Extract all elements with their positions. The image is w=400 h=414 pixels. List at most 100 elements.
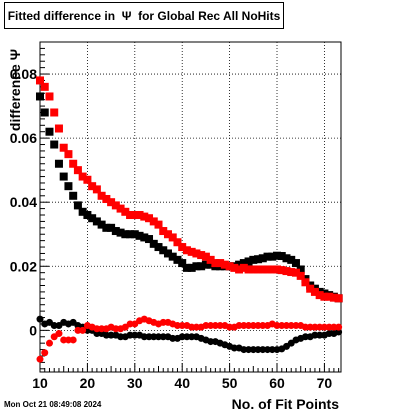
data-point-red-square bbox=[126, 211, 135, 220]
data-point-red-square bbox=[216, 259, 225, 268]
data-point-black-square bbox=[83, 211, 92, 220]
data-point-red-square bbox=[159, 227, 168, 236]
data-point-red-square bbox=[130, 211, 139, 220]
data-point-red-square bbox=[192, 249, 201, 258]
x-axis-label: No. of Fit Points bbox=[231, 396, 339, 412]
data-point-black-square bbox=[50, 140, 59, 149]
data-point-black-square bbox=[273, 251, 282, 260]
data-point-black-square bbox=[291, 259, 300, 268]
data-point-red-square bbox=[301, 278, 310, 287]
data-point-black-square bbox=[102, 223, 111, 232]
data-point-red-square bbox=[154, 220, 163, 229]
data-point-black-square bbox=[121, 230, 130, 239]
data-point-black-square bbox=[40, 108, 49, 117]
data-point-red-square bbox=[225, 262, 234, 271]
y-tick-label: 0.02 bbox=[10, 258, 37, 274]
data-point-red-square bbox=[149, 217, 158, 226]
data-point-black-square bbox=[69, 191, 78, 200]
data-point-red-square bbox=[73, 166, 82, 175]
data-point-red-square bbox=[320, 292, 329, 301]
data-point-black-square bbox=[149, 239, 158, 248]
data-point-red-square bbox=[173, 238, 182, 247]
data-point-red-square bbox=[315, 291, 324, 300]
data-point-black-square bbox=[282, 254, 291, 263]
data-point-red-square bbox=[40, 82, 49, 91]
data-point-red-square bbox=[140, 212, 149, 221]
data-point-red-square bbox=[239, 263, 248, 272]
data-point-red-square bbox=[88, 182, 97, 191]
data-point-red-square bbox=[273, 265, 282, 274]
data-point-red-square bbox=[277, 266, 286, 275]
data-point-red-square bbox=[97, 191, 106, 200]
y-tick-label: 0 bbox=[29, 322, 37, 338]
x-tick-label: 70 bbox=[317, 375, 333, 391]
x-tick-label: 50 bbox=[222, 375, 238, 391]
data-point-black-square bbox=[239, 259, 248, 268]
data-point-red-circle bbox=[45, 339, 53, 347]
data-point-red-square bbox=[59, 143, 68, 152]
y-tick-label: 0.04 bbox=[10, 194, 37, 210]
data-point-red-circle bbox=[335, 323, 343, 331]
data-point-black-square bbox=[140, 233, 149, 242]
data-point-red-circle bbox=[36, 355, 44, 363]
data-point-red-square bbox=[291, 268, 300, 277]
data-point-black-square bbox=[258, 254, 267, 263]
data-point-black-square bbox=[59, 172, 68, 181]
data-point-red-circle bbox=[55, 330, 63, 338]
data-point-red-square bbox=[50, 108, 59, 117]
data-point-red-square bbox=[201, 252, 210, 261]
data-point-red-square bbox=[78, 172, 87, 181]
data-point-black-square bbox=[73, 201, 82, 210]
data-point-black-square bbox=[249, 255, 258, 264]
data-point-red-square bbox=[211, 259, 220, 268]
data-point-red-square bbox=[116, 204, 125, 213]
data-point-red-square bbox=[206, 255, 215, 264]
data-point-black-square bbox=[192, 262, 201, 271]
data-point-black-square bbox=[263, 252, 272, 261]
data-point-black-square bbox=[159, 246, 168, 255]
data-point-red-square bbox=[145, 214, 154, 223]
data-point-red-square bbox=[296, 271, 305, 280]
data-point-red-square bbox=[102, 194, 111, 203]
data-point-red-square bbox=[197, 251, 206, 260]
data-point-black-square bbox=[126, 230, 135, 239]
data-point-black-square bbox=[254, 255, 263, 264]
data-point-black-square bbox=[54, 159, 63, 168]
y-tick-label: 0.06 bbox=[10, 130, 37, 146]
y-tick-label: 0.08 bbox=[10, 66, 37, 82]
data-point-red-square bbox=[187, 247, 196, 256]
data-point-red-circle bbox=[41, 349, 49, 357]
data-point-black-square bbox=[182, 263, 191, 272]
data-point-black-square bbox=[116, 228, 125, 237]
data-point-red-square bbox=[45, 92, 54, 101]
data-point-red-square bbox=[244, 265, 253, 274]
data-point-red-square bbox=[64, 150, 73, 159]
x-tick-label: 20 bbox=[80, 375, 96, 391]
data-point-black-square bbox=[296, 265, 305, 274]
data-point-red-square bbox=[230, 263, 239, 272]
data-point-red-square bbox=[287, 268, 296, 277]
data-point-black-square bbox=[45, 127, 54, 136]
data-point-red-square bbox=[235, 265, 244, 274]
data-point-red-square bbox=[182, 246, 191, 255]
plot-frame bbox=[39, 41, 342, 373]
data-point-red-square bbox=[69, 159, 78, 168]
data-point-black-square bbox=[64, 182, 73, 191]
data-point-black-square bbox=[111, 227, 120, 236]
data-point-red-square bbox=[121, 207, 130, 216]
timestamp: Mon Oct 21 08:49:08 2024 bbox=[4, 400, 102, 409]
data-point-black-square bbox=[88, 214, 97, 223]
data-point-red-square bbox=[135, 211, 144, 220]
data-point-black-square bbox=[206, 260, 215, 269]
data-point-red-square bbox=[36, 76, 44, 85]
data-point-red-square bbox=[254, 265, 263, 274]
data-point-red-square bbox=[92, 185, 101, 194]
data-point-black-square bbox=[135, 231, 144, 240]
x-tick-label: 40 bbox=[174, 375, 190, 391]
data-point-black-square bbox=[163, 249, 172, 258]
data-point-black-square bbox=[168, 252, 177, 261]
data-point-black-square bbox=[244, 257, 253, 266]
x-tick-label: 60 bbox=[269, 375, 285, 391]
data-point-black-square bbox=[187, 263, 196, 272]
data-point-red-square bbox=[107, 198, 116, 207]
